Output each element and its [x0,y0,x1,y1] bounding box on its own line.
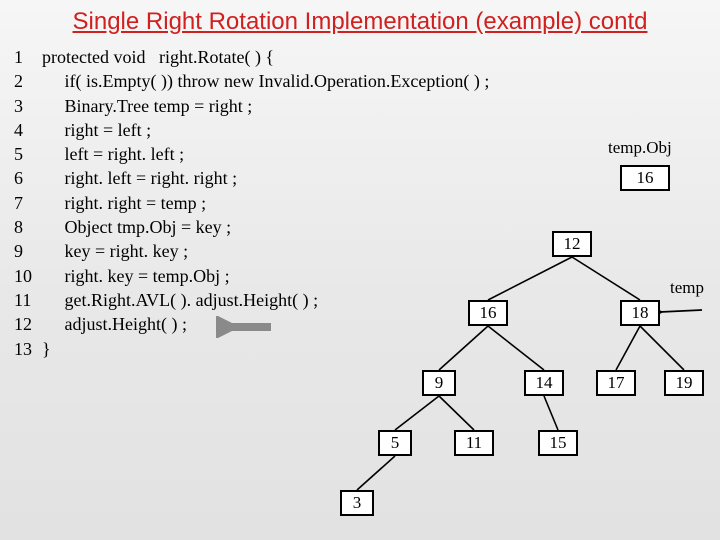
code-line: 1protected void right.Rotate( ) { [14,45,489,69]
code-line: 9 key = right. key ; [14,239,489,263]
line-number: 9 [14,239,42,263]
tree-node: 5 [378,430,412,456]
code-statement: key = right. key ; [42,239,188,263]
line-number: 6 [14,166,42,190]
line-number: 4 [14,118,42,142]
code-line: 11 get.Right.AVL( ). adjust.Height( ) ; [14,288,489,312]
code-statement: Binary.Tree temp = right ; [42,94,252,118]
tempobj-label: temp.Obj [608,138,672,158]
code-statement: right. key = temp.Obj ; [42,264,230,288]
code-line: 10 right. key = temp.Obj ; [14,264,489,288]
tree-node: 18 [620,300,660,326]
code-line: 5 left = right. left ; [14,142,489,166]
code-block: 1protected void right.Rotate( ) {2 if( i… [14,45,489,361]
line-number: 1 [14,45,42,69]
code-statement: right. right = temp ; [42,191,206,215]
code-statement: protected void right.Rotate( ) { [42,45,274,69]
tempobj-value-box: 16 [620,165,670,191]
tree-node: 12 [552,231,592,257]
tree-node: 3 [340,490,374,516]
line-number: 3 [14,94,42,118]
code-statement: adjust.Height( ) ; [42,312,187,336]
tree-node: 14 [524,370,564,396]
tree-node: 11 [454,430,494,456]
line-number: 13 [14,337,42,361]
line-number: 10 [14,264,42,288]
code-statement: if( is.Empty( )) throw new Invalid.Opera… [42,69,489,93]
tree-node: 9 [422,370,456,396]
code-line: 7 right. right = temp ; [14,191,489,215]
line-number: 2 [14,69,42,93]
code-statement: } [42,337,51,361]
slide-title: Single Right Rotation Implementation (ex… [0,8,720,36]
code-statement: right. left = right. right ; [42,166,237,190]
code-statement: Object tmp.Obj = key ; [42,215,231,239]
tree-node: 15 [538,430,578,456]
line-number: 8 [14,215,42,239]
code-line: 6 right. left = right. right ; [14,166,489,190]
code-line: 8 Object tmp.Obj = key ; [14,215,489,239]
current-line-arrow-icon [216,316,276,338]
tree-node: 19 [664,370,704,396]
code-line: 4 right = left ; [14,118,489,142]
slide: Single Right Rotation Implementation (ex… [0,0,720,540]
code-statement: right = left ; [42,118,151,142]
code-statement: left = right. left ; [42,142,184,166]
line-number: 12 [14,312,42,336]
line-number: 5 [14,142,42,166]
code-statement: get.Right.AVL( ). adjust.Height( ) ; [42,288,318,312]
code-line: 2 if( is.Empty( )) throw new Invalid.Ope… [14,69,489,93]
temp-label: temp [670,278,704,298]
code-line: 13} [14,337,489,361]
code-line: 3 Binary.Tree temp = right ; [14,94,489,118]
tree-node: 17 [596,370,636,396]
line-number: 11 [14,288,42,312]
line-number: 7 [14,191,42,215]
